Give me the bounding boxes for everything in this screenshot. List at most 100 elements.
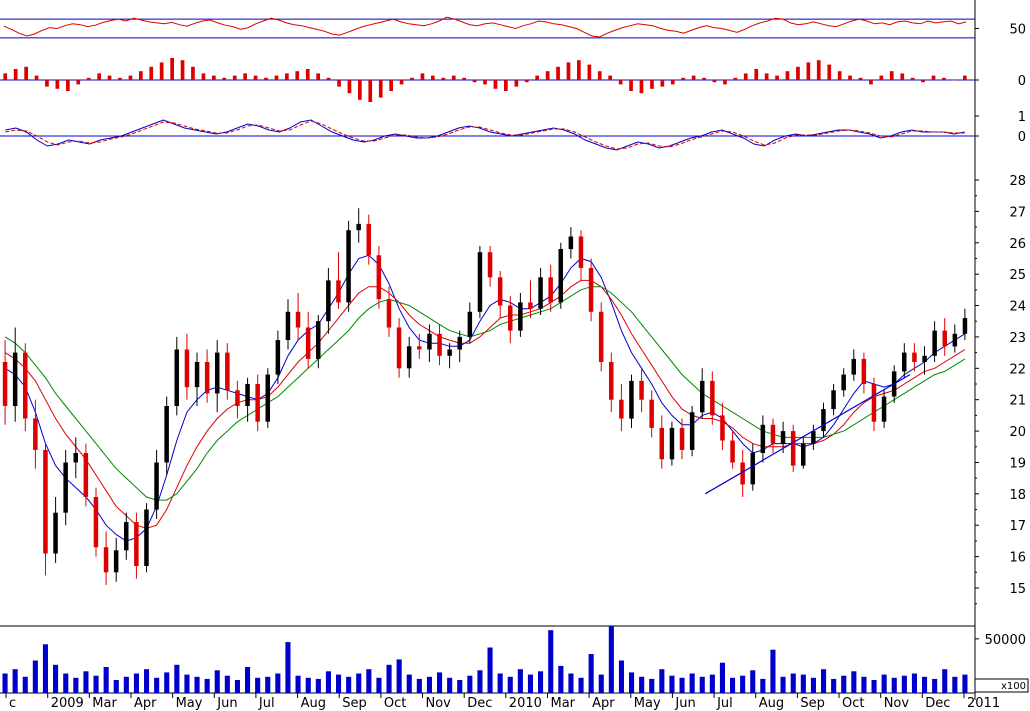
candle-body <box>821 409 826 432</box>
candle-body <box>588 267 594 312</box>
date-axis-label: Sep <box>800 696 825 711</box>
oscillator-bottom-panel <box>0 119 975 151</box>
histogram-bar <box>243 73 247 80</box>
volume-bar <box>2 673 8 693</box>
volume-bar <box>224 675 230 693</box>
candle-body <box>406 346 412 369</box>
date-axis-label: c <box>9 696 16 711</box>
volume-bar <box>689 673 695 693</box>
candle-body <box>629 380 634 419</box>
volume-bar <box>679 677 685 693</box>
histogram-bar <box>368 80 373 102</box>
candle-body <box>467 311 473 337</box>
candle-body <box>53 512 58 554</box>
volume-bar <box>517 669 523 693</box>
volume-bar <box>901 675 907 693</box>
histogram-bar <box>420 73 425 80</box>
volume-bar <box>214 670 220 694</box>
candle-body <box>871 384 877 422</box>
date-axis-label: May <box>634 696 661 711</box>
candle-body <box>841 374 846 391</box>
volume-bar <box>527 674 533 693</box>
volume-bar <box>740 675 746 693</box>
histogram-bar <box>639 80 644 94</box>
date-axis-label: Jul <box>258 696 275 711</box>
histogram-bar <box>650 80 654 89</box>
oscillator-top-axis-50-label: 50 <box>1009 23 1026 38</box>
volume-bar <box>891 677 897 693</box>
moving-average-line-2 <box>4 286 966 501</box>
candle-body <box>831 390 836 410</box>
histogram-bar <box>201 73 206 80</box>
histogram-bar <box>55 80 60 89</box>
candle-body <box>204 362 210 394</box>
candle-body <box>780 431 786 444</box>
histogram-bar <box>670 80 675 85</box>
volume-panel <box>0 625 975 694</box>
histogram-bar <box>389 80 393 91</box>
candle-body <box>740 462 745 485</box>
price-axis-17-label: 17 <box>1009 519 1026 534</box>
volume-bar <box>174 664 180 693</box>
date-axis-label: Nov <box>884 696 910 711</box>
volume-bar <box>275 673 281 693</box>
volume-bar <box>184 674 190 693</box>
histogram-bar <box>337 80 341 87</box>
histogram-bar <box>681 77 685 80</box>
candle-body <box>396 327 402 369</box>
volume-bar <box>639 676 645 694</box>
price-axis-27-label: 27 <box>1009 205 1026 220</box>
date-axis-label: Dec <box>467 696 492 711</box>
histogram-bar <box>858 77 863 80</box>
volume-bar <box>22 676 28 694</box>
histogram-bar <box>629 80 633 91</box>
candle-body <box>437 333 442 356</box>
price-axis-21-label: 21 <box>1009 394 1026 409</box>
histogram-bar <box>889 71 894 80</box>
volume-bar <box>598 674 604 693</box>
histogram-bar <box>139 71 143 80</box>
right-price-axis: 50 0 1 0 28 27 26 25 24 23 22 21 20 19 18 17 16 15 50000 x1… <box>974 0 1029 700</box>
candle-body <box>33 418 38 450</box>
volume-bar <box>12 669 18 693</box>
candle-body <box>952 333 958 347</box>
candle-body <box>861 358 867 384</box>
volume-bar <box>83 671 89 693</box>
candle-body <box>295 311 301 328</box>
candle-body <box>700 380 705 413</box>
histogram-bar <box>13 69 18 80</box>
candle-body <box>326 280 331 322</box>
volume-bar <box>538 671 544 693</box>
candle-body <box>902 352 907 372</box>
histogram-bar <box>86 77 91 80</box>
volume-bar <box>305 677 311 693</box>
histogram-bar <box>660 80 665 87</box>
candle-body <box>255 384 260 422</box>
histogram-bar <box>848 75 852 80</box>
candle-body <box>316 321 321 359</box>
histogram-bar <box>796 66 800 80</box>
histogram-bar <box>378 80 383 98</box>
histogram-bar <box>702 77 706 80</box>
candle-body <box>922 355 927 363</box>
candle-body <box>548 277 553 303</box>
candle-body <box>750 453 755 485</box>
volume-bar <box>942 669 948 693</box>
candle-body <box>113 550 119 573</box>
volume-bar <box>346 676 352 694</box>
candle-body <box>851 358 856 375</box>
volume-bar <box>123 676 129 694</box>
volume-bar <box>406 674 412 693</box>
volume-bar <box>437 672 443 693</box>
candle-body <box>487 252 493 278</box>
candle-body <box>669 427 675 460</box>
candle-body <box>336 280 341 303</box>
candle-body <box>215 352 220 394</box>
date-axis-label: 2010 <box>509 696 542 711</box>
histogram-bar <box>910 77 915 80</box>
date-axis-label: Jul <box>716 696 733 711</box>
candle-body <box>83 453 89 497</box>
histogram-bar <box>295 71 300 80</box>
volume-bar <box>234 680 240 693</box>
